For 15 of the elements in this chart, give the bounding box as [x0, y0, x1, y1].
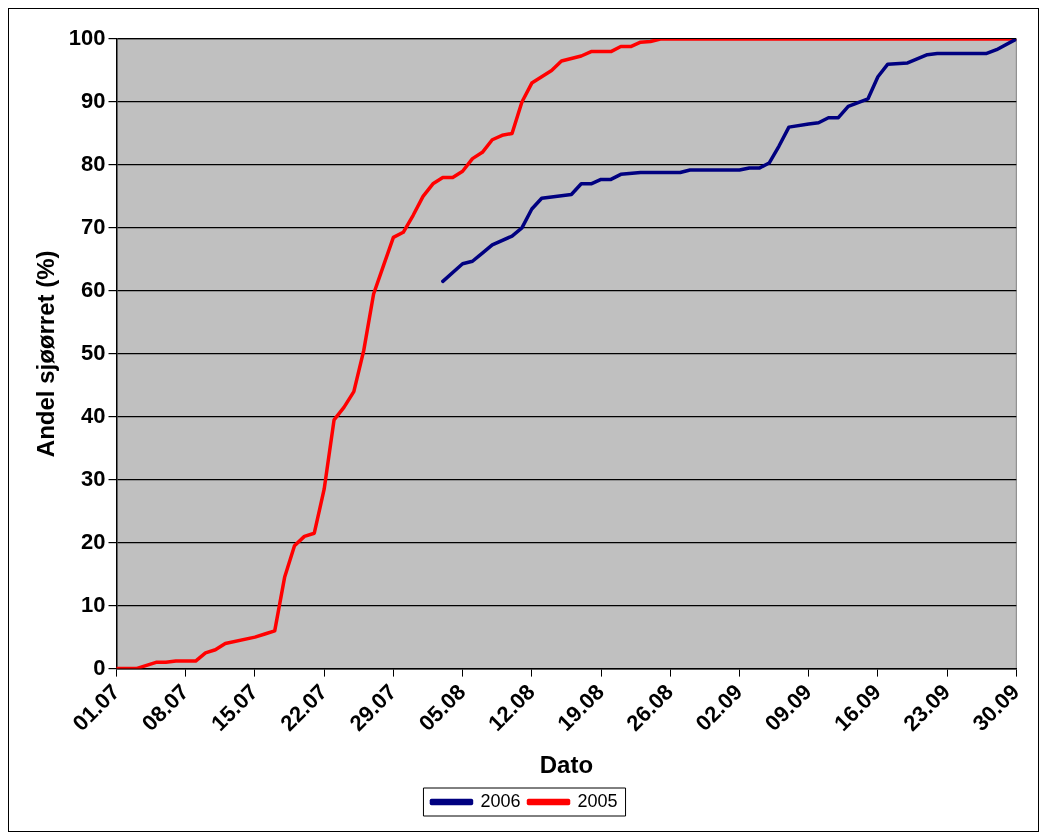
y-axis-title: Andel sjøørret (%): [32, 250, 60, 458]
y-tick-label: 80: [81, 150, 106, 176]
y-tick-label: 10: [81, 591, 106, 617]
legend-label: 2006: [480, 790, 521, 811]
y-tick-label: 100: [68, 25, 106, 51]
y-tick-label: 90: [81, 88, 106, 114]
y-tick-label: 70: [81, 213, 106, 239]
y-tick-label: 40: [81, 402, 106, 428]
y-tick-label: 30: [81, 465, 106, 491]
y-tick-label: 20: [81, 528, 106, 554]
y-tick-label: 0: [93, 654, 106, 680]
x-axis-title: Dato: [539, 751, 594, 779]
y-tick-label: 60: [81, 276, 106, 302]
y-tick-label: 50: [81, 339, 106, 365]
legend-label: 2005: [577, 790, 618, 811]
